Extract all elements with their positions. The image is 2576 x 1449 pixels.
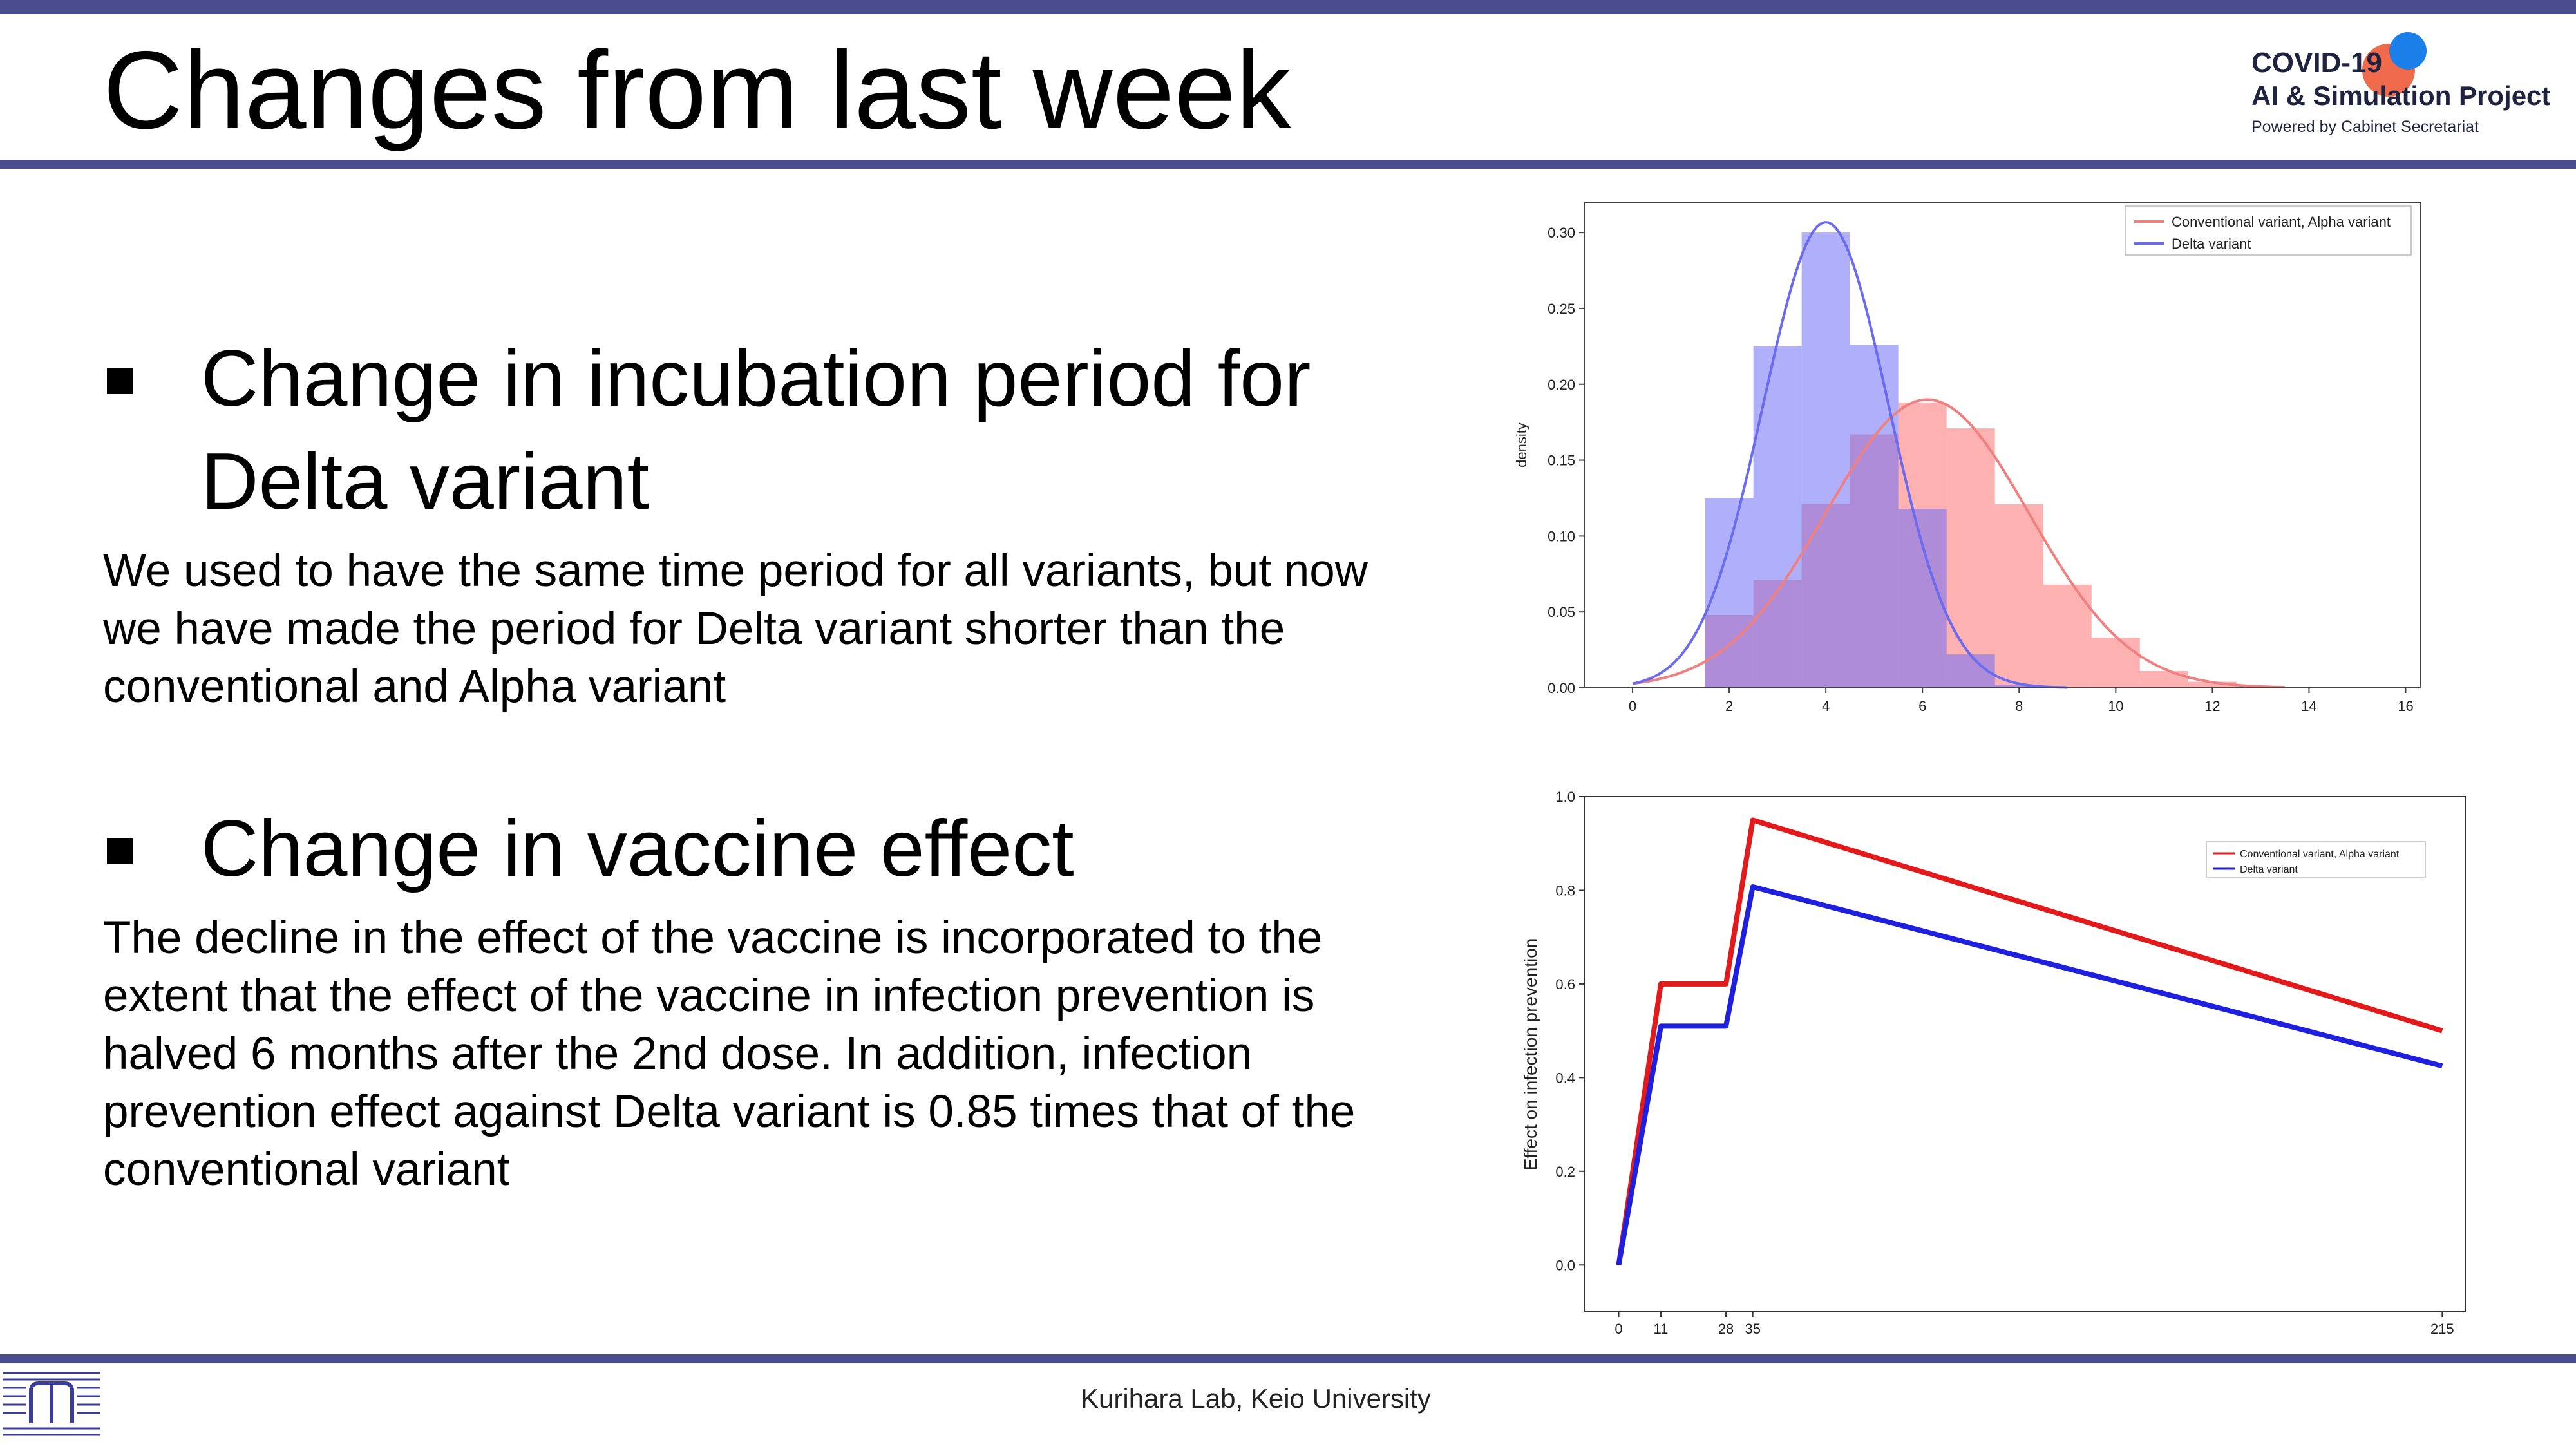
section-heading-vaccine: Change in vaccine effect xyxy=(201,797,1074,900)
x-tick-label: 35 xyxy=(1745,1321,1760,1337)
legend-label: Conventional variant, Alpha variant xyxy=(2240,849,2400,860)
x-tick-label: 12 xyxy=(2204,698,2220,714)
body-line: extent that the effect of the vaccine in… xyxy=(103,971,1315,1021)
heading-line: Change in vaccine effect xyxy=(201,804,1074,893)
density-curve-series-1 xyxy=(1632,221,2068,689)
y-tick-label: 0.2 xyxy=(1555,1164,1575,1180)
logo-line-2: AI & Simulation Project xyxy=(2251,80,2551,111)
x-tick-label: 28 xyxy=(1718,1321,1734,1337)
legend-box xyxy=(2125,205,2412,256)
legend-box xyxy=(2206,841,2426,878)
y-axis-label: Effect on infection prevention xyxy=(1520,938,1540,1171)
y-tick-label: 0.30 xyxy=(1548,225,1575,241)
legend-label: Delta variant xyxy=(2172,236,2251,252)
logo-blue-circle-icon xyxy=(2389,32,2427,70)
body-line: halved 6 months after the 2nd dose. In a… xyxy=(103,1028,1253,1079)
hist-bar-series-1 xyxy=(1850,345,1899,688)
footer-rule xyxy=(0,1354,2576,1363)
x-tick-label: 6 xyxy=(1918,698,1926,714)
y-tick-label: 1.0 xyxy=(1555,789,1575,805)
x-tick-label: 8 xyxy=(2015,698,2023,714)
hist-bar-series-1 xyxy=(1994,685,2043,688)
x-tick-label: 11 xyxy=(1654,1321,1669,1337)
y-tick-label: 0.6 xyxy=(1555,976,1575,992)
x-tick-label: 16 xyxy=(2398,698,2413,714)
bullet-square-icon xyxy=(107,368,133,394)
body-line: conventional variant xyxy=(103,1144,510,1195)
y-axis-label: density xyxy=(1513,422,1530,468)
density-curve-series-0 xyxy=(1632,398,2285,689)
y-tick-label: 0.15 xyxy=(1548,453,1575,469)
body-line: The decline in the effect of the vaccine… xyxy=(103,913,1323,963)
top-accent-bar xyxy=(0,0,2576,14)
hist-bar-series-1 xyxy=(1801,232,1850,688)
line-series-1 xyxy=(1616,884,2443,1265)
x-tick-label: 0 xyxy=(1615,1321,1622,1337)
legend-label: Conventional variant, Alpha variant xyxy=(2172,214,2391,230)
plot-frame xyxy=(1584,202,2421,688)
heading-line: Change in incubation period for xyxy=(201,334,1311,423)
y-tick-label: 0.00 xyxy=(1548,680,1575,696)
legend-label: Delta variant xyxy=(2240,864,2298,875)
body-line: conventional and Alpha variant xyxy=(103,661,726,712)
y-tick-label: 0.10 xyxy=(1548,528,1575,544)
section-body-vaccine: The decline in the effect of the vaccine… xyxy=(103,909,1355,1199)
x-tick-label: 10 xyxy=(2108,698,2123,714)
page-title: Changes from last week xyxy=(103,28,1292,152)
hist-bar-series-0 xyxy=(1946,428,1995,688)
body-line: We used to have the same time period for… xyxy=(103,545,1368,596)
bullet-square-icon xyxy=(107,838,133,864)
y-tick-label: 0.0 xyxy=(1555,1257,1575,1273)
plot-frame xyxy=(1584,796,2466,1312)
title-underline xyxy=(0,160,2576,169)
y-tick-label: 0.05 xyxy=(1548,604,1575,620)
x-tick-label: 215 xyxy=(2430,1321,2454,1337)
x-tick-label: 2 xyxy=(1725,698,1733,714)
logo-line-1: COVID-19 xyxy=(2251,47,2382,79)
hist-bar-series-0 xyxy=(2188,681,2237,688)
kurihara-lab-logo-icon xyxy=(0,1365,103,1443)
section-heading-incubation: Change in incubation period for Delta va… xyxy=(201,327,1311,533)
hist-bar-series-0 xyxy=(2139,671,2188,688)
incubation-histogram-svg: 0 2 4 6 8 10 12 14 16 0.00 0.05 0.10 0.15 0.20 0.25 0.3… xyxy=(1513,202,2421,714)
logo-line-3: Powered by Cabinet Secretariat xyxy=(2251,118,2479,136)
y-tick-label: 0.8 xyxy=(1555,882,1575,898)
line-series-0 xyxy=(1616,817,2443,1265)
hist-bar-series-0 xyxy=(1994,504,2043,688)
x-tick-label: 0 xyxy=(1629,698,1636,714)
body-line: we have made the period for Delta varian… xyxy=(103,603,1285,654)
hist-bar-series-1 xyxy=(1705,498,1754,688)
hist-bar-series-1 xyxy=(1753,346,1802,688)
x-tick-label: 14 xyxy=(2301,698,2316,714)
x-tick-label: 4 xyxy=(1822,698,1830,714)
body-line: prevention effect against Delta variant … xyxy=(103,1086,1356,1137)
vaccine-effect-line-chart: 0 11 28 35 215 0.0 0.2 0.4 0.6 0.8 1.0 Effect on in… xyxy=(1507,782,2486,1352)
y-tick-label: 0.25 xyxy=(1548,301,1575,317)
heading-line: Delta variant xyxy=(201,437,650,526)
y-tick-label: 0.20 xyxy=(1548,377,1575,393)
incubation-histogram-chart: 0 2 4 6 8 10 12 14 16 0.00 0.05 0.10 0.15 0.20 0.25 0.3… xyxy=(1507,193,2434,721)
covid19-project-logo: COVID-19 AI & Simulation Project Powered… xyxy=(2251,32,2561,148)
vaccine-effect-line-svg: 0 11 28 35 215 0.0 0.2 0.4 0.6 0.8 1.0 Effect on in… xyxy=(1520,789,2466,1337)
hist-bar-series-0 xyxy=(2091,638,2140,688)
section-body-incubation: We used to have the same time period for… xyxy=(103,542,1368,716)
footer-text: Kurihara Lab, Keio University xyxy=(1081,1383,1431,1414)
y-tick-label: 0.4 xyxy=(1555,1070,1575,1086)
